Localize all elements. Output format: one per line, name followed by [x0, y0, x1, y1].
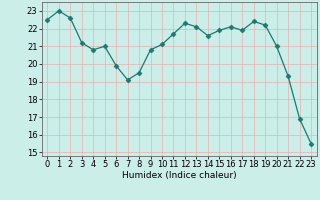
- X-axis label: Humidex (Indice chaleur): Humidex (Indice chaleur): [122, 171, 236, 180]
